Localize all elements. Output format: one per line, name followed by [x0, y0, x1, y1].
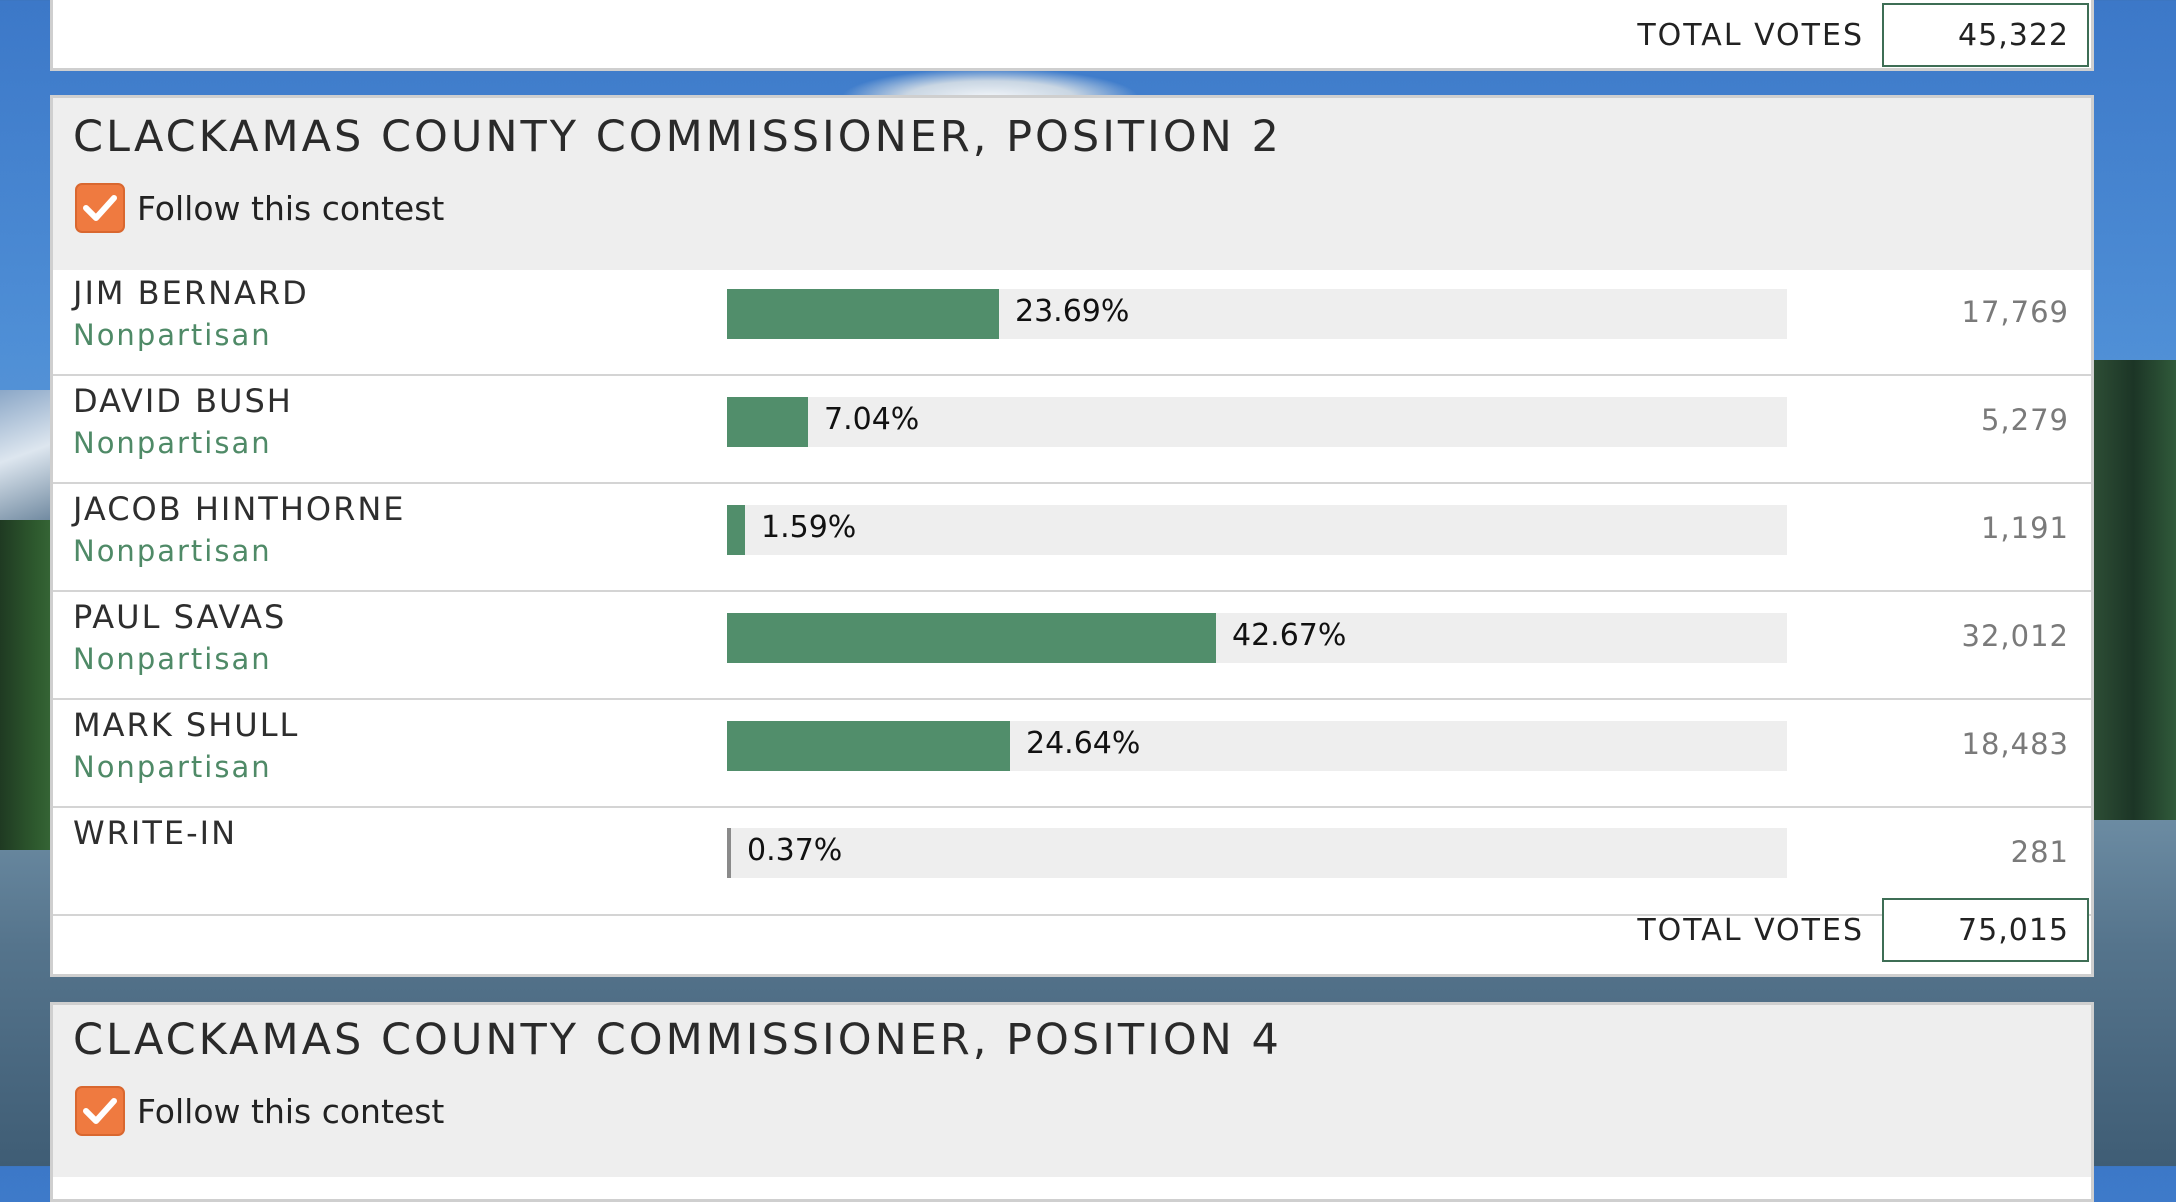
total-votes-row: TOTAL VOTES 75,015	[1637, 898, 2089, 962]
contest-header: CLACKAMAS COUNTY COMMISSIONER, POSITION …	[53, 98, 2091, 270]
follow-checkbox[interactable]	[75, 183, 125, 233]
candidate-name: DAVID BUSH	[73, 382, 293, 420]
candidate-party: Nonpartisan	[73, 318, 272, 352]
candidate-row: DAVID BUSH Nonpartisan 7.04% 5,279	[53, 378, 2091, 484]
total-votes-label: TOTAL VOTES	[1637, 912, 1864, 948]
background-snowpeak	[840, 68, 1140, 98]
candidate-name: PAUL SAVAS	[73, 598, 287, 636]
follow-contest-toggle[interactable]: Follow this contest	[75, 183, 444, 233]
contest-title: CLACKAMAS COUNTY COMMISSIONER, POSITION …	[73, 1015, 1282, 1065]
candidate-name: JIM BERNARD	[73, 274, 309, 312]
contest-card: CLACKAMAS COUNTY COMMISSIONER, POSITION …	[50, 1002, 2094, 1202]
candidate-row: JIM BERNARD Nonpartisan 23.69% 17,769	[53, 270, 2091, 376]
vote-share-fill	[727, 397, 808, 447]
contest-card: CLACKAMAS COUNTY COMMISSIONER, POSITION …	[50, 95, 2094, 977]
candidate-row: WRITE-IN 0.37% 281	[53, 810, 2091, 916]
vote-share-bar: 1.59%	[727, 505, 1787, 555]
vote-share-bar: 0.37%	[727, 828, 1787, 878]
candidate-votes: 32,012	[1961, 619, 2069, 653]
vote-share-bar: 23.69%	[727, 289, 1787, 339]
candidate-row: PAUL SAVAS Nonpartisan 42.67% 32,012	[53, 594, 2091, 700]
follow-checkbox[interactable]	[75, 1086, 125, 1136]
candidate-party: Nonpartisan	[73, 750, 272, 784]
vote-share-bar: 24.64%	[727, 721, 1787, 771]
candidate-party: Nonpartisan	[73, 426, 272, 460]
total-votes-label: TOTAL VOTES	[1637, 17, 1864, 53]
vote-share-percent: 0.37%	[747, 833, 843, 868]
follow-contest-toggle[interactable]: Follow this contest	[75, 1086, 444, 1136]
candidate-votes: 17,769	[1961, 295, 2069, 329]
vote-share-percent: 7.04%	[824, 402, 920, 437]
vote-share-percent: 1.59%	[761, 510, 857, 545]
follow-label: Follow this contest	[137, 1091, 445, 1131]
candidate-votes: 281	[2010, 835, 2069, 869]
contest-header: CLACKAMAS COUNTY COMMISSIONER, POSITION …	[53, 1005, 2091, 1177]
candidate-party: Nonpartisan	[73, 642, 272, 676]
checkmark-icon	[83, 195, 117, 221]
vote-share-fill	[727, 613, 1216, 663]
candidate-name: WRITE-IN	[73, 814, 237, 852]
contest-title: CLACKAMAS COUNTY COMMISSIONER, POSITION …	[73, 112, 1282, 162]
previous-contest-footer: TOTAL VOTES 45,322	[50, 0, 2094, 71]
total-votes-value: 45,322	[1882, 3, 2089, 67]
vote-share-fill	[727, 289, 999, 339]
candidate-votes: 5,279	[1980, 403, 2069, 437]
vote-share-percent: 42.67%	[1232, 618, 1347, 653]
vote-share-percent: 23.69%	[1015, 294, 1130, 329]
vote-share-fill	[727, 721, 1010, 771]
total-votes-row: TOTAL VOTES 45,322	[1637, 3, 2089, 67]
candidate-votes: 1,191	[1980, 511, 2069, 545]
candidate-row: MARK SHULL Nonpartisan 24.64% 18,483	[53, 702, 2091, 808]
background-trees-right	[2091, 360, 2176, 820]
candidate-name: MARK SHULL	[73, 706, 300, 744]
checkmark-icon	[83, 1098, 117, 1124]
vote-share-bar: 7.04%	[727, 397, 1787, 447]
candidate-name: JACOB HINTHORNE	[73, 490, 406, 528]
total-votes-value: 75,015	[1882, 898, 2089, 962]
vote-share-bar: 42.67%	[727, 613, 1787, 663]
candidate-party: Nonpartisan	[73, 534, 272, 568]
follow-label: Follow this contest	[137, 188, 445, 228]
candidate-row: JACOB HINTHORNE Nonpartisan 1.59% 1,191	[53, 486, 2091, 592]
vote-share-fill	[727, 828, 731, 878]
candidate-votes: 18,483	[1961, 727, 2069, 761]
vote-share-percent: 24.64%	[1026, 726, 1141, 761]
vote-share-fill	[727, 505, 745, 555]
